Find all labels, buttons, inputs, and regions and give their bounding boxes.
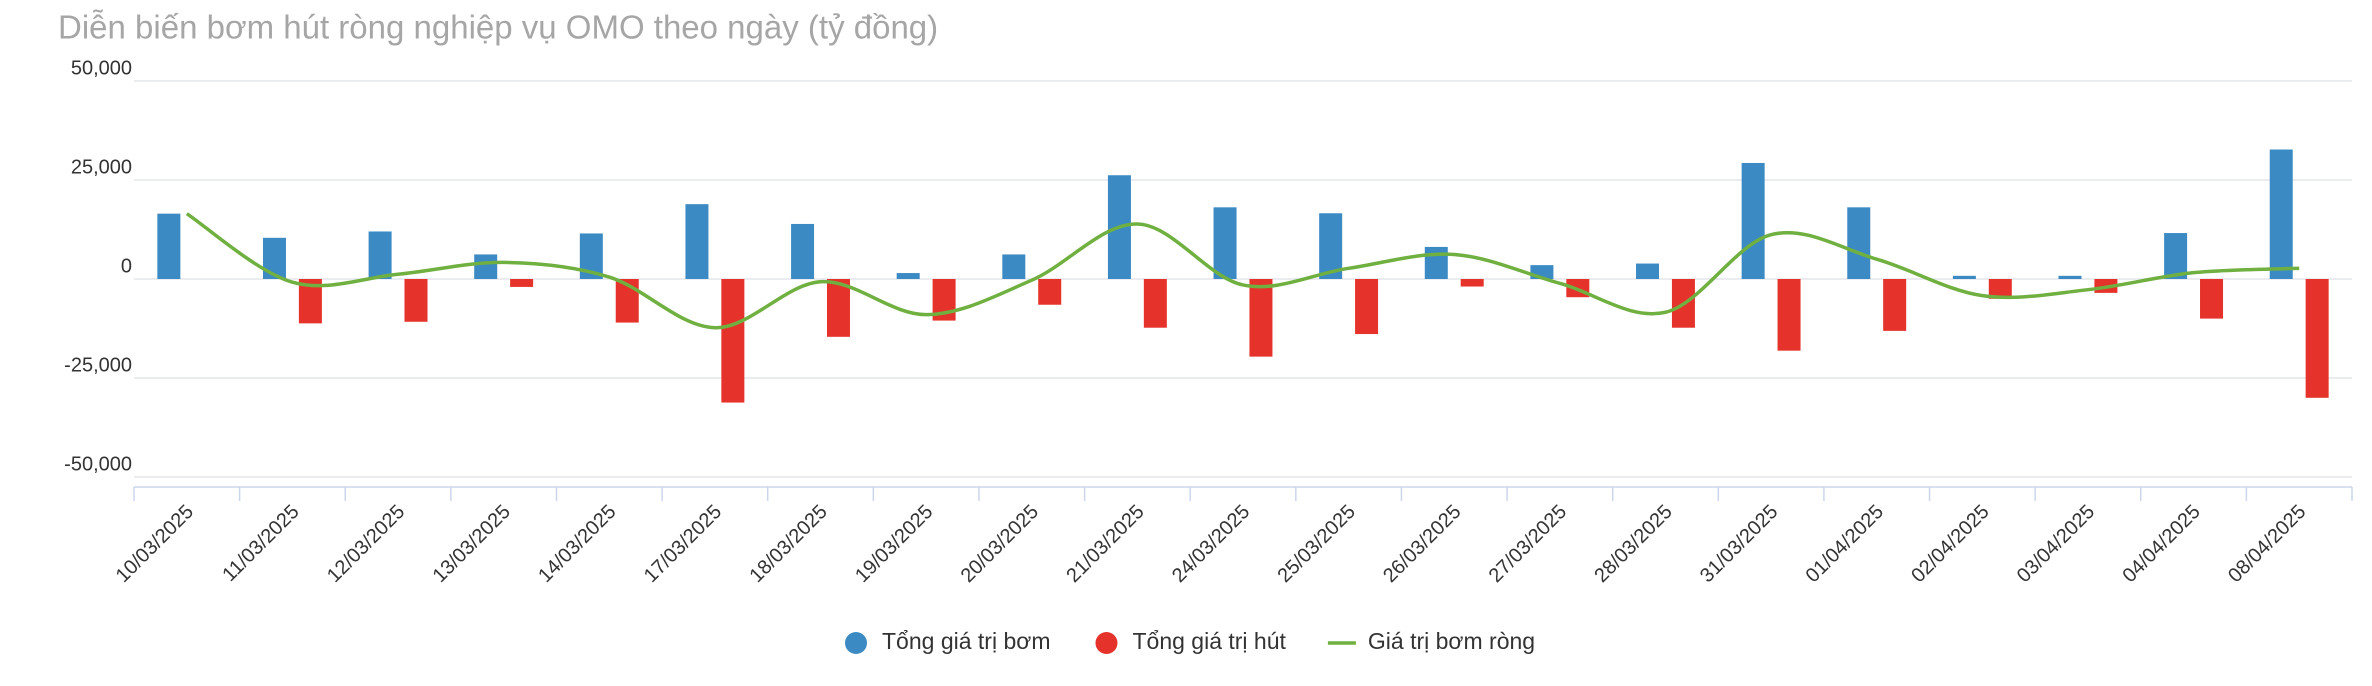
- x-tick-label: 18/03/2025: [745, 501, 831, 587]
- legend-item: Tổng giá trị bơm: [845, 628, 1050, 654]
- x-tick-label: 13/03/2025: [429, 501, 515, 587]
- bar: [1460, 279, 1484, 287]
- legend-label: Tổng giá trị hút: [1132, 628, 1286, 654]
- chart-title: Diễn biến bơm hút ròng nghiệp vụ OMO the…: [58, 9, 938, 46]
- x-tick-label: 11/03/2025: [218, 501, 303, 586]
- bar: [1213, 207, 1237, 279]
- legend-label: Tổng giá trị bơm: [882, 628, 1050, 654]
- bar: [2200, 279, 2224, 319]
- bar: [404, 279, 428, 322]
- line: [185, 212, 2300, 330]
- bar: [2305, 279, 2329, 398]
- bar: [1355, 279, 1379, 335]
- bar: [826, 279, 850, 337]
- legend-item: Giá trị bơm ròng: [1327, 628, 1535, 654]
- bar: [896, 273, 920, 279]
- x-tick-label: 08/04/2025: [2224, 501, 2310, 587]
- x-tick-label: 31/03/2025: [1696, 501, 1782, 587]
- x-tick-label: 12/03/2025: [323, 501, 409, 587]
- y-tick-label: 0: [121, 255, 132, 277]
- x-tick-label: 28/03/2025: [1590, 501, 1676, 587]
- y-tick-label: 25,000: [71, 156, 132, 178]
- bar: [2164, 233, 2188, 279]
- bar: [1002, 254, 1026, 279]
- bar: [298, 279, 322, 324]
- x-tick-label: 25/03/2025: [1274, 501, 1360, 587]
- legend-symbol: [845, 632, 867, 654]
- x-tick-label: 21/03/2025: [1062, 501, 1148, 587]
- bar: [2058, 275, 2082, 279]
- x-tick-label: 26/03/2025: [1379, 501, 1465, 587]
- bar: [2269, 149, 2293, 279]
- bar: [1777, 279, 1801, 351]
- bar: [615, 279, 639, 323]
- bar: [1741, 162, 1765, 279]
- legend-symbol: [1095, 632, 1118, 654]
- y-tick-label: -50,000: [64, 453, 132, 475]
- x-tick-label: 20/03/2025: [957, 501, 1043, 587]
- bar: [1636, 263, 1660, 279]
- y-tick-label: 50,000: [71, 57, 132, 79]
- bar: [1038, 279, 1062, 305]
- x-tick-label: 01/04/2025: [1802, 501, 1888, 587]
- bar: [579, 233, 603, 279]
- bar: [1319, 213, 1343, 279]
- bar: [368, 231, 392, 279]
- x-tick-label: 17/03/2025: [640, 501, 726, 587]
- bar: [1952, 275, 1976, 279]
- bar: [157, 213, 181, 279]
- x-tick-label: 10/03/2025: [112, 501, 198, 587]
- bar: [1988, 279, 2012, 299]
- x-tick-label: 24/03/2025: [1168, 501, 1254, 587]
- bar: [685, 204, 709, 279]
- bar: [1883, 279, 1907, 331]
- bar: [791, 223, 815, 279]
- y-tick-label: -25,000: [64, 354, 132, 376]
- x-tick-label: 02/04/2025: [1907, 501, 1993, 587]
- x-tick-label: 03/04/2025: [2013, 501, 2099, 587]
- legend-label: Giá trị bơm ròng: [1368, 628, 1535, 654]
- x-tick-label: 27/03/2025: [1485, 501, 1571, 587]
- bar: [1424, 246, 1448, 279]
- bar: [474, 254, 498, 279]
- bar: [1249, 279, 1273, 357]
- x-tick-label: 14/03/2025: [534, 501, 620, 587]
- bar: [1143, 279, 1167, 328]
- legend-item: Tổng giá trị hút: [1095, 628, 1287, 654]
- x-tick-label: 19/03/2025: [851, 501, 937, 587]
- x-tick-label: 04/04/2025: [2118, 501, 2204, 587]
- bar: [1847, 207, 1871, 279]
- bar: [510, 279, 534, 287]
- bar: [721, 279, 745, 403]
- bar: [262, 237, 286, 279]
